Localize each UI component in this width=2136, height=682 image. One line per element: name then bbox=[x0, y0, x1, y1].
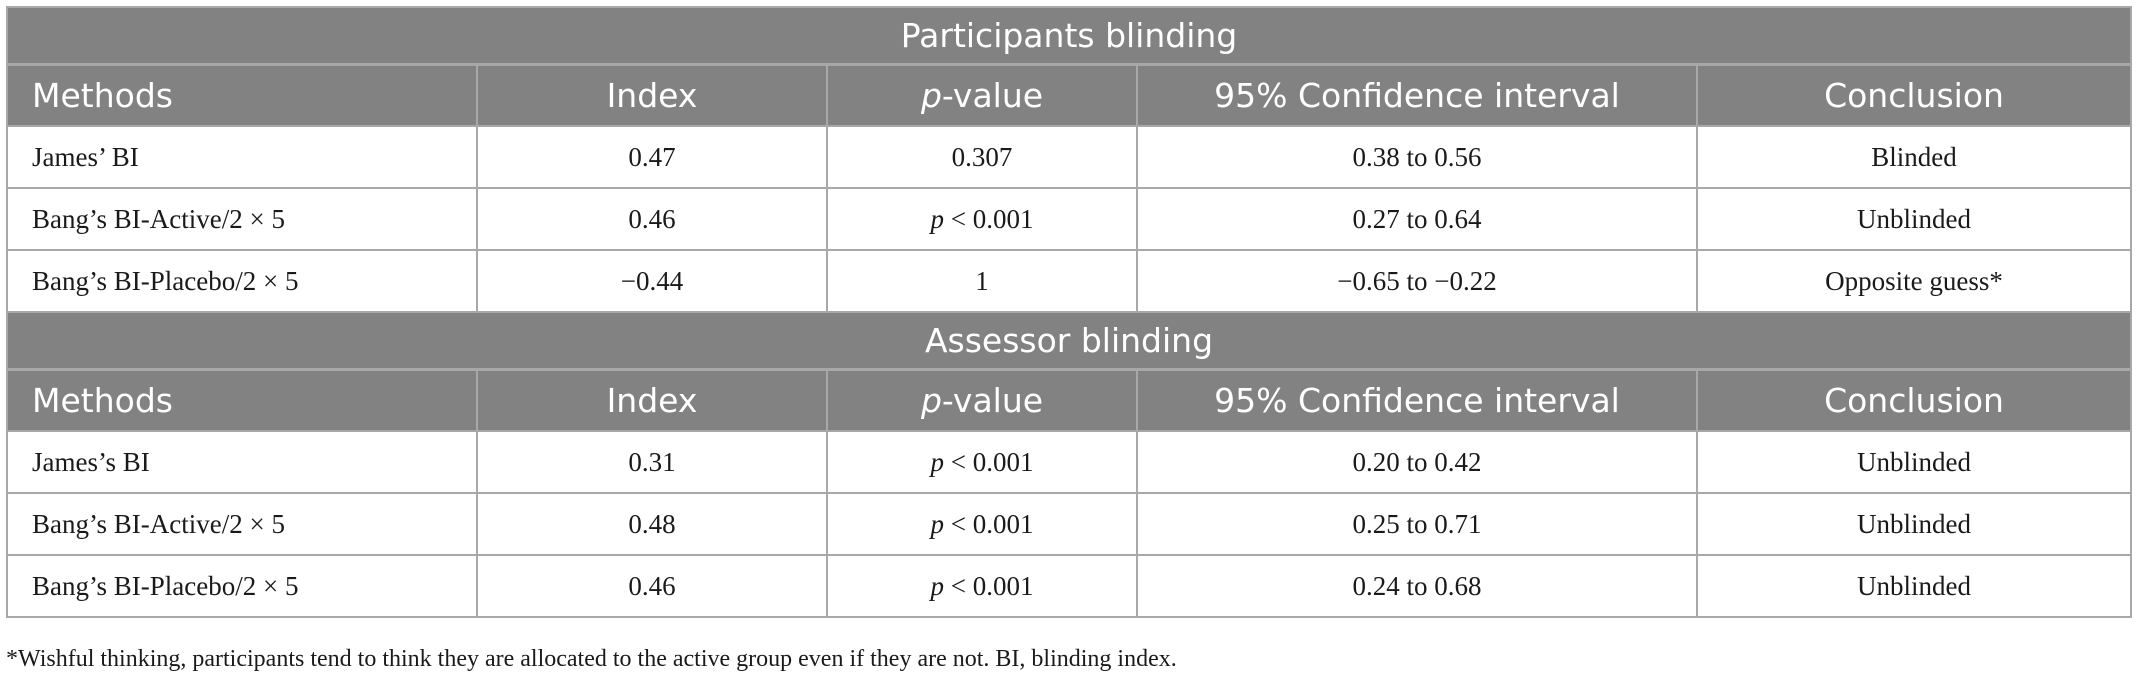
cell-index: 0.48 bbox=[476, 492, 828, 556]
cell-method: Bang’s BI-Active/2 × 5 bbox=[6, 492, 478, 556]
cell-conclusion: Unblinded bbox=[1696, 187, 2132, 251]
table-row: James’ BI 0.47 0.307 0.38 to 0.56 Blinde… bbox=[6, 125, 2132, 189]
column-header-pvalue: p-value bbox=[826, 63, 1138, 127]
cell-index: 0.31 bbox=[476, 430, 828, 494]
column-header-pvalue: p-value bbox=[826, 368, 1138, 432]
cell-pvalue: p < 0.001 bbox=[826, 430, 1138, 494]
cell-method: Bang’s BI-Placebo/2 × 5 bbox=[6, 249, 478, 313]
section-title-row: Participants blinding bbox=[6, 6, 2132, 66]
table-row: Bang’s BI-Placebo/2 × 5 −0.44 1 −0.65 to… bbox=[6, 249, 2132, 313]
column-header-conclusion: Conclusion bbox=[1696, 63, 2132, 127]
table-row: Bang’s BI-Placebo/2 × 5 0.46 p < 0.001 0… bbox=[6, 554, 2132, 618]
cell-pvalue: p < 0.001 bbox=[826, 187, 1138, 251]
column-header-methods: Methods bbox=[6, 63, 478, 127]
table-footnote: *Wishful thinking, participants tend to … bbox=[6, 646, 1177, 672]
cell-index: −0.44 bbox=[476, 249, 828, 313]
cell-conclusion: Opposite guess* bbox=[1696, 249, 2132, 313]
cell-ci: −0.65 to −0.22 bbox=[1136, 249, 1698, 313]
column-header-ci: 95% Confidence interval bbox=[1136, 63, 1698, 127]
cell-conclusion: Blinded bbox=[1696, 125, 2132, 189]
cell-index: 0.47 bbox=[476, 125, 828, 189]
cell-method: James’ BI bbox=[6, 125, 478, 189]
cell-pvalue: p < 0.001 bbox=[826, 492, 1138, 556]
cell-pvalue: 0.307 bbox=[826, 125, 1138, 189]
cell-ci: 0.38 to 0.56 bbox=[1136, 125, 1698, 189]
cell-ci: 0.25 to 0.71 bbox=[1136, 492, 1698, 556]
cell-method: Bang’s BI-Placebo/2 × 5 bbox=[6, 554, 478, 618]
column-header-index: Index bbox=[476, 63, 828, 127]
blinding-table: Participants blinding Methods Index p-va… bbox=[6, 6, 2132, 618]
cell-index: 0.46 bbox=[476, 554, 828, 618]
column-header-conclusion: Conclusion bbox=[1696, 368, 2132, 432]
cell-ci: 0.27 to 0.64 bbox=[1136, 187, 1698, 251]
section-title-row: Assessor blinding bbox=[6, 311, 2132, 371]
table-row: Bang’s BI-Active/2 × 5 0.48 p < 0.001 0.… bbox=[6, 492, 2132, 556]
column-header-row: Methods Index p-value 95% Confidence int… bbox=[6, 368, 2132, 432]
cell-pvalue: 1 bbox=[826, 249, 1138, 313]
cell-method: Bang’s BI-Active/2 × 5 bbox=[6, 187, 478, 251]
table-row: James’s BI 0.31 p < 0.001 0.20 to 0.42 U… bbox=[6, 430, 2132, 494]
section-title: Participants blinding bbox=[6, 6, 2132, 66]
column-header-methods: Methods bbox=[6, 368, 478, 432]
cell-ci: 0.24 to 0.68 bbox=[1136, 554, 1698, 618]
cell-pvalue: p < 0.001 bbox=[826, 554, 1138, 618]
column-header-ci: 95% Confidence interval bbox=[1136, 368, 1698, 432]
column-header-row: Methods Index p-value 95% Confidence int… bbox=[6, 63, 2132, 127]
cell-method: James’s BI bbox=[6, 430, 478, 494]
cell-ci: 0.20 to 0.42 bbox=[1136, 430, 1698, 494]
cell-index: 0.46 bbox=[476, 187, 828, 251]
section-title: Assessor blinding bbox=[6, 311, 2132, 371]
cell-conclusion: Unblinded bbox=[1696, 430, 2132, 494]
column-header-index: Index bbox=[476, 368, 828, 432]
table-row: Bang’s BI-Active/2 × 5 0.46 p < 0.001 0.… bbox=[6, 187, 2132, 251]
cell-conclusion: Unblinded bbox=[1696, 554, 2132, 618]
cell-conclusion: Unblinded bbox=[1696, 492, 2132, 556]
